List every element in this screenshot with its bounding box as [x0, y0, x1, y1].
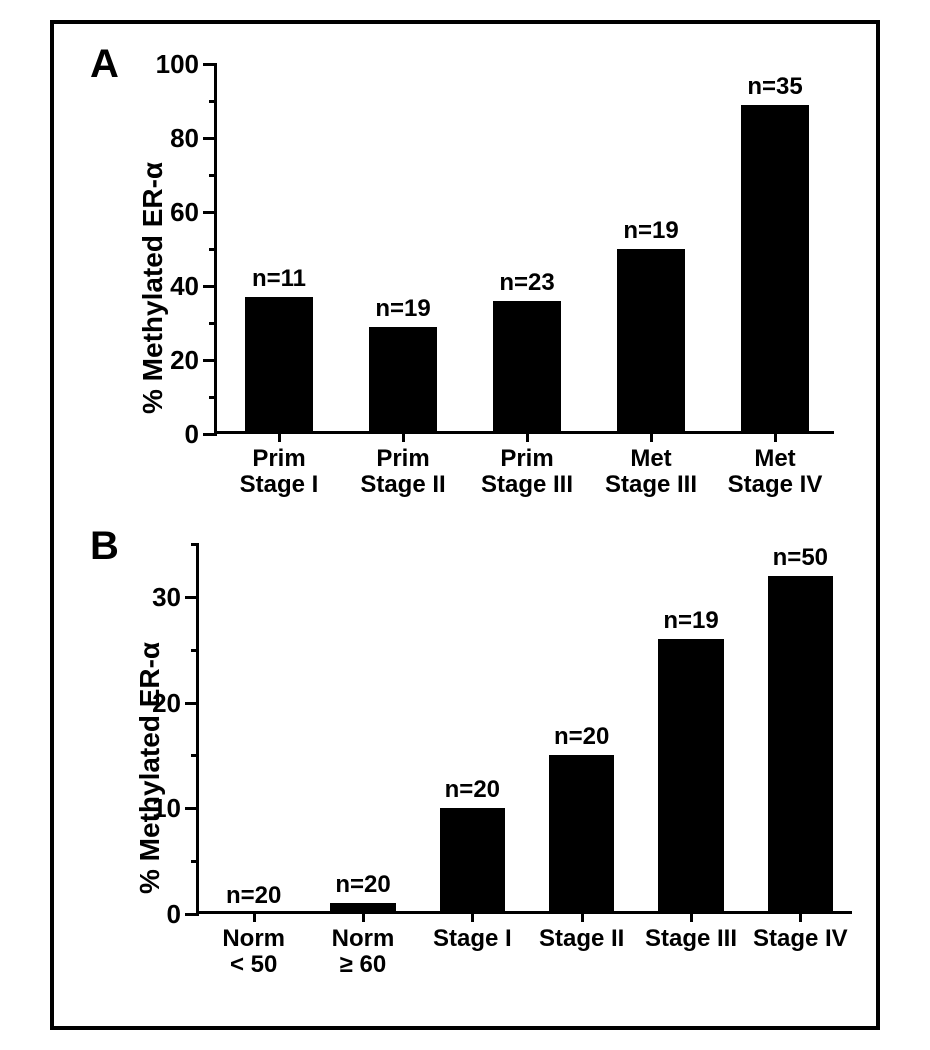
ytick: [185, 702, 199, 705]
n-label: n=11: [219, 265, 339, 293]
ytick-label: 10: [121, 793, 181, 824]
xtick: [471, 914, 474, 922]
ytick-label: 80: [139, 123, 199, 154]
ytick: [185, 596, 199, 599]
x-category-line1: Met: [584, 446, 718, 472]
x-category-line2: ≥ 60: [303, 952, 422, 978]
xtick: [278, 434, 281, 442]
n-label: n=20: [522, 723, 642, 751]
n-label: n=50: [740, 544, 860, 572]
ytick: [185, 913, 199, 916]
x-category-line2: < 50: [194, 952, 313, 978]
ytick-label: 0: [121, 899, 181, 930]
xtick: [650, 434, 653, 442]
ytick-minor: [209, 174, 217, 177]
ytick-minor: [191, 754, 199, 757]
xtick: [799, 914, 802, 922]
xtick: [690, 914, 693, 922]
bar: [440, 808, 506, 914]
x-category-line1: Stage III: [631, 926, 750, 952]
x-category-line1: Stage IV: [741, 926, 860, 952]
ytick-minor: [209, 100, 217, 103]
x-category-line1: Prim: [212, 446, 346, 472]
x-category-label: MetStage IV: [708, 446, 842, 499]
x-category-label: PrimStage I: [212, 446, 346, 499]
n-label: n=19: [343, 295, 463, 323]
x-category-line1: Stage I: [413, 926, 532, 952]
figure-frame: A % Methylated ER-α 020406080100n=11Prim…: [50, 20, 880, 1030]
n-label: n=20: [194, 882, 314, 910]
x-category-line2: Stage II: [336, 472, 470, 498]
bar: [768, 576, 834, 914]
ytick-label: 30: [121, 582, 181, 613]
n-label: n=19: [631, 607, 751, 635]
x-category-line2: Stage III: [584, 472, 718, 498]
xtick: [402, 434, 405, 442]
bar: [658, 639, 724, 914]
xtick: [581, 914, 584, 922]
x-category-label: Stage III: [631, 926, 750, 952]
bar: [369, 327, 437, 434]
ytick: [203, 433, 217, 436]
panel-b: B % Methylated ER-α 0102030n=20Norm< 50n…: [54, 524, 876, 1024]
ytick-label: 40: [139, 271, 199, 302]
ytick-label: 60: [139, 197, 199, 228]
xtick: [774, 434, 777, 442]
n-label: n=23: [467, 269, 587, 297]
x-category-label: Norm≥ 60: [303, 926, 422, 979]
ytick-label: 0: [139, 419, 199, 450]
ytick: [203, 211, 217, 214]
x-category-line1: Prim: [460, 446, 594, 472]
x-category-line2: Stage IV: [708, 472, 842, 498]
panel-b-ylabel: % Methylated ER-α: [134, 642, 166, 894]
n-label: n=20: [303, 871, 423, 899]
bar: [549, 755, 615, 914]
ytick-label: 20: [139, 345, 199, 376]
x-category-label: Stage II: [522, 926, 641, 952]
xtick: [362, 914, 365, 922]
xtick: [526, 434, 529, 442]
panel-b-label: B: [90, 524, 119, 569]
ytick-minor: [209, 248, 217, 251]
panel-b-plot: 0102030n=20Norm< 50n=20Norm≥ 60n=20Stage…: [196, 544, 852, 914]
bar: [493, 301, 561, 434]
x-category-label: Norm< 50: [194, 926, 313, 979]
n-label: n=19: [591, 217, 711, 245]
ytick-label: 20: [121, 688, 181, 719]
ytick-minor: [191, 860, 199, 863]
x-category-label: Stage IV: [741, 926, 860, 952]
bar: [741, 105, 809, 434]
x-category-label: MetStage III: [584, 446, 718, 499]
ytick-minor: [191, 543, 199, 546]
bar: [245, 297, 313, 434]
page: A % Methylated ER-α 020406080100n=11Prim…: [0, 0, 930, 1050]
n-label: n=20: [412, 776, 532, 804]
x-category-line1: Stage II: [522, 926, 641, 952]
panel-a: A % Methylated ER-α 020406080100n=11Prim…: [54, 42, 876, 522]
bar: [330, 903, 396, 914]
bar: [617, 249, 685, 434]
n-label: n=35: [715, 73, 835, 101]
ytick-minor: [191, 649, 199, 652]
ytick-label: 100: [139, 49, 199, 80]
x-category-label: PrimStage II: [336, 446, 470, 499]
ytick-minor: [209, 396, 217, 399]
ytick: [185, 807, 199, 810]
ytick: [203, 359, 217, 362]
panel-a-label: A: [90, 42, 119, 87]
x-category-label: PrimStage III: [460, 446, 594, 499]
panel-a-plot: 020406080100n=11PrimStage In=19PrimStage…: [214, 64, 834, 434]
x-category-line1: Prim: [336, 446, 470, 472]
xtick: [253, 914, 256, 922]
x-category-line2: Stage I: [212, 472, 346, 498]
ytick: [203, 285, 217, 288]
ytick: [203, 137, 217, 140]
ytick-minor: [209, 322, 217, 325]
ytick: [203, 63, 217, 66]
x-category-line1: Met: [708, 446, 842, 472]
x-category-line2: Stage III: [460, 472, 594, 498]
x-category-label: Stage I: [413, 926, 532, 952]
x-category-line1: Norm: [194, 926, 313, 952]
x-category-line1: Norm: [303, 926, 422, 952]
